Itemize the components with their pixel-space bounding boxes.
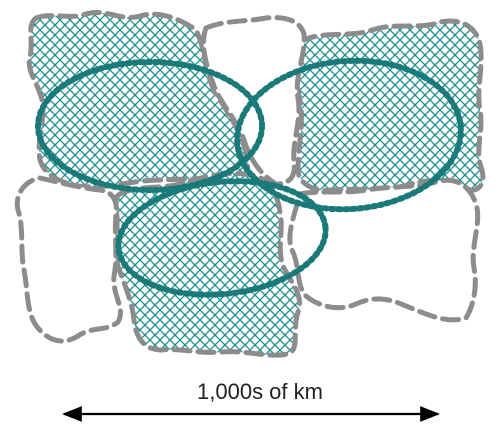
range-ellipse-left bbox=[35, 59, 265, 193]
scale-bar: 1,000s of km bbox=[62, 379, 440, 422]
range-ellipse-bottom bbox=[115, 178, 329, 298]
empty-patch-right bbox=[287, 177, 481, 323]
population-ranges bbox=[35, 57, 464, 298]
occupied-patch-bottom bbox=[112, 171, 302, 358]
scale-label: 1,000s of km bbox=[197, 379, 323, 404]
empty-patches bbox=[14, 15, 481, 344]
range-ellipse-right bbox=[234, 57, 464, 213]
empty-patch-left bbox=[14, 175, 123, 344]
